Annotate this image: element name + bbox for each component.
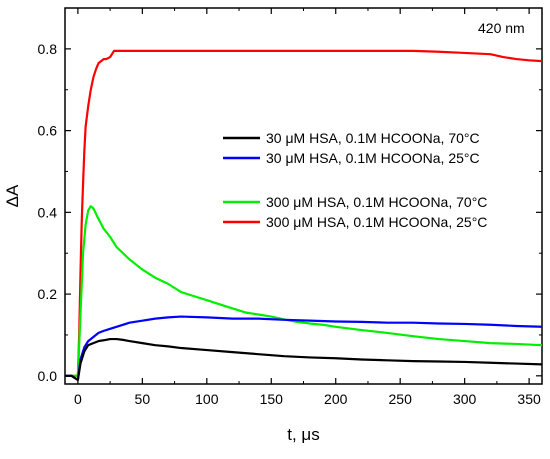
x-tick-label: 100 xyxy=(195,391,219,407)
legend-label: 300 μM HSA, 0.1M HCOONa, 70°C xyxy=(266,194,487,210)
y-axis-label: ΔA xyxy=(3,184,22,207)
y-tick-label: 0.2 xyxy=(38,286,58,302)
axis-layer: 0 50 100 150 200 250 300 350 0.0 0.2 0.4 0.6 0.8 xyxy=(38,7,542,407)
x-tick-label: 300 xyxy=(453,391,477,407)
x-axis-label: t, μs xyxy=(287,425,319,444)
wavelength-annotation: 420 nm xyxy=(478,20,525,36)
series-line-2 xyxy=(65,315,543,382)
y-tick-label: 0.4 xyxy=(38,204,58,220)
x-tick-label: 250 xyxy=(389,391,413,407)
y-tick-label: 0.6 xyxy=(38,123,58,139)
series-layer xyxy=(65,49,543,382)
y-tick-label: 0.0 xyxy=(38,368,58,384)
series-line-3 xyxy=(65,205,543,377)
x-tick-label: 150 xyxy=(260,391,284,407)
legend-label: 300 μM HSA, 0.1M HCOONa, 25°C xyxy=(266,214,487,230)
legend-label: 30 μM HSA, 0.1M HCOONa, 70°C xyxy=(266,130,480,146)
x-tick-label: 0 xyxy=(74,391,82,407)
x-tick-label: 200 xyxy=(324,391,348,407)
series-line-4 xyxy=(65,49,543,377)
x-tick-label: 350 xyxy=(517,391,541,407)
series-line-1 xyxy=(65,337,543,382)
legend: 30 μM HSA, 0.1M HCOONa, 70°C 30 μM HSA, 0… xyxy=(223,130,487,230)
x-tick-label: 50 xyxy=(135,391,151,407)
y-tick-label: 0.8 xyxy=(38,41,58,57)
legend-label: 30 μM HSA, 0.1M HCOONa, 25°C xyxy=(266,150,480,166)
